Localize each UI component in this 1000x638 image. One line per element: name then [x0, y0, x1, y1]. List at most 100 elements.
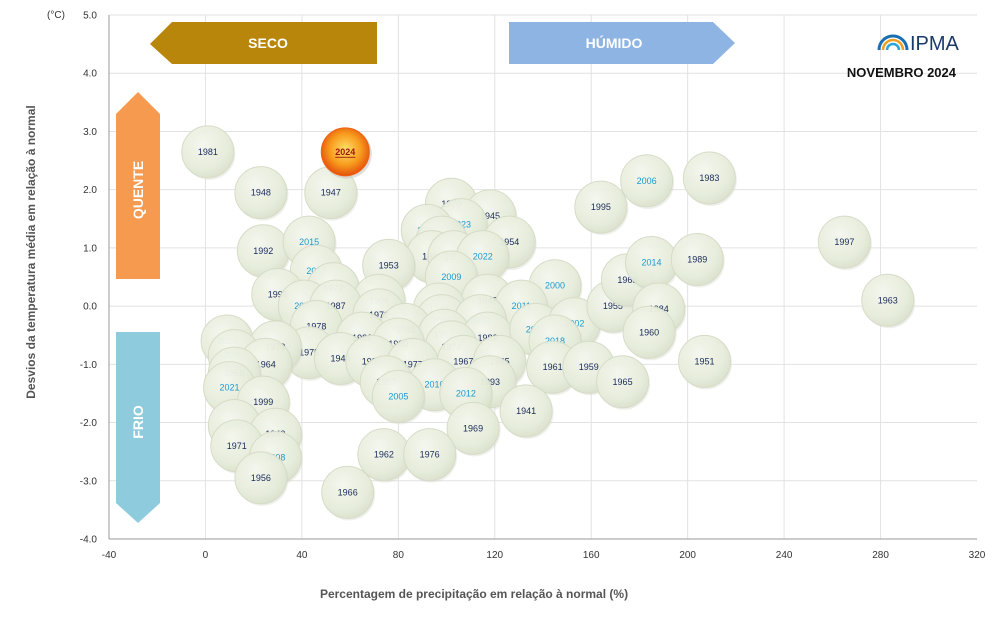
point-label: 1964: [256, 359, 276, 369]
point-label: 2000: [545, 281, 565, 291]
point-label: 1993: [480, 377, 500, 387]
point-label: 2022: [473, 252, 493, 262]
data-points: 1981194819471970194520232020199419541988…: [181, 125, 916, 521]
point-2024: 2024: [320, 127, 372, 179]
x-tick-label: 320: [969, 550, 986, 561]
x-tick-label: 280: [872, 550, 889, 561]
bubble: [596, 355, 650, 409]
point-2006: 2006: [620, 154, 675, 209]
point-label: 1967: [453, 356, 473, 366]
point-label: 1954: [499, 237, 519, 247]
point-label: 1948: [251, 188, 271, 198]
axes: -4.0 -3.0 -2.0 -1.0 0.0 1.0 2.0 3.0 4.0 5.0 -40 0 40…: [80, 11, 986, 562]
point-2014: 2014: [625, 235, 679, 291]
x-tick-label: 160: [583, 550, 600, 561]
y-tick-label: -3.0: [80, 476, 98, 487]
point-label: 2005: [388, 391, 408, 401]
bubble: [682, 151, 736, 205]
point-label: 1966: [338, 487, 358, 497]
point-label: 1945: [480, 211, 500, 221]
point-label: 1983: [699, 173, 719, 183]
x-tick-label: 120: [486, 550, 503, 561]
point-1976: 1976: [403, 428, 458, 483]
dry-arrow: SECO: [150, 22, 377, 64]
point-label: 2012: [456, 388, 476, 398]
bubble-highlight: [320, 127, 370, 177]
point-label: 1960: [639, 327, 659, 337]
x-tick-label: -40: [102, 550, 117, 561]
hot-arrow: QUENTE: [116, 92, 160, 279]
bubble: [321, 465, 375, 519]
point-label: 1965: [613, 377, 633, 387]
point-1966: 1966: [321, 465, 376, 521]
point-label: 2014: [641, 257, 661, 267]
x-tick-label: 200: [679, 550, 696, 561]
bubble: [670, 233, 724, 287]
hot-arrow-label: QUENTE: [130, 161, 146, 219]
point-label: 1977: [403, 359, 423, 369]
point-label: 1976: [420, 450, 440, 460]
point-1965: 1965: [596, 355, 651, 410]
point-1997: 1997: [817, 215, 872, 271]
wet-arrow-label: HÚMIDO: [586, 34, 643, 51]
dry-arrow-label: SECO: [248, 35, 288, 51]
point-label: 1997: [834, 237, 854, 247]
point-label: 1963: [878, 295, 898, 305]
point-label: 2009: [441, 272, 461, 282]
point-label: 1956: [251, 473, 271, 483]
point-1992: 1992: [236, 224, 291, 279]
bubble: [817, 215, 871, 269]
point-label: 1944: [330, 354, 350, 364]
bubble: [234, 166, 288, 220]
y-tick-label: 3.0: [83, 127, 97, 138]
point-1956: 1956: [234, 451, 289, 506]
bubble: [861, 273, 915, 327]
point-1963: 1963: [861, 273, 916, 329]
point-2005: 2005: [371, 369, 426, 425]
point-label: 1978: [306, 321, 326, 331]
point-label: 2024: [335, 147, 355, 157]
point-label: 1971: [227, 441, 247, 451]
point-label: 2010: [424, 380, 444, 390]
point-label: 1959: [579, 362, 599, 372]
bubble: [574, 180, 628, 234]
point-label: 2015: [299, 237, 319, 247]
cold-arrow-label: FRIO: [130, 405, 146, 439]
point-label: 2011: [512, 301, 531, 311]
point-label: 1953: [379, 260, 399, 270]
y-tick-label: -4.0: [80, 535, 98, 546]
x-tick-label: 80: [393, 550, 405, 561]
point-1995: 1995: [574, 180, 629, 236]
point-label: 1995: [591, 202, 611, 212]
ipma-logo: IPMA: [877, 33, 960, 55]
point-label: 1972: [369, 310, 389, 320]
y-tick-label: -1.0: [80, 360, 98, 371]
point-label: 1992: [253, 246, 273, 256]
x-tick-label: 240: [776, 550, 793, 561]
y-unit-label: (°C): [47, 10, 65, 21]
point-label: 1975: [299, 348, 319, 358]
point-label: 1947: [321, 188, 341, 198]
point-label: 2006: [637, 176, 657, 186]
ipma-logo-text: IPMA: [910, 33, 960, 55]
point-label: 1968: [617, 275, 637, 285]
point-label: 1969: [463, 423, 483, 433]
y-tick-label: 4.0: [83, 69, 97, 80]
y-tick-label: 1.0: [83, 243, 97, 254]
bubble: [403, 428, 457, 482]
bubble: [234, 451, 288, 505]
point-label: 1998: [268, 289, 288, 299]
bubble: [446, 401, 500, 455]
y-axis-title: Desvios da temperatura média em relação …: [24, 105, 38, 398]
point-label: 1999: [253, 397, 273, 407]
bubble: [622, 305, 676, 359]
point-1983: 1983: [682, 151, 737, 207]
point-1981: 1981: [181, 125, 236, 180]
point-1962: 1962: [357, 428, 412, 483]
point-label: 1941: [516, 406, 536, 416]
bubble: [181, 125, 235, 179]
point-label: 1987: [326, 301, 346, 311]
point-1969: 1969: [446, 401, 501, 457]
